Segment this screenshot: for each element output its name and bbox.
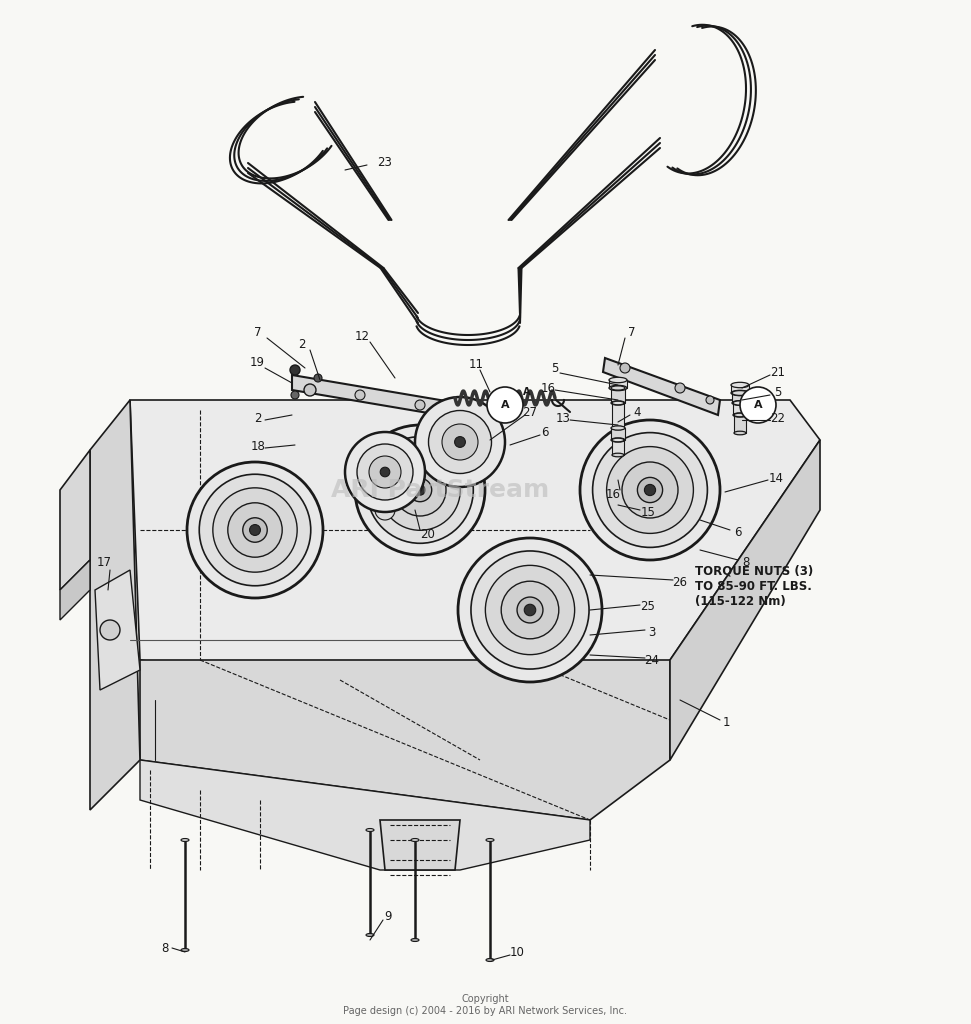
Text: 1: 1 xyxy=(722,716,730,728)
Text: 16: 16 xyxy=(606,488,620,502)
Circle shape xyxy=(675,383,685,393)
Circle shape xyxy=(415,400,425,410)
Text: 4: 4 xyxy=(633,407,641,420)
Circle shape xyxy=(243,518,267,543)
Ellipse shape xyxy=(181,948,189,951)
Circle shape xyxy=(394,464,446,516)
Text: Copyright
Page design (c) 2004 - 2016 by ARI Network Services, Inc.: Copyright Page design (c) 2004 - 2016 by… xyxy=(343,994,627,1016)
Ellipse shape xyxy=(611,401,625,406)
Text: 2: 2 xyxy=(254,412,262,425)
Ellipse shape xyxy=(366,828,374,831)
Polygon shape xyxy=(140,660,670,820)
Circle shape xyxy=(355,390,365,400)
Circle shape xyxy=(637,477,662,503)
Circle shape xyxy=(454,436,465,447)
Polygon shape xyxy=(130,400,820,720)
Ellipse shape xyxy=(611,426,625,430)
Circle shape xyxy=(706,396,714,404)
Polygon shape xyxy=(670,440,820,760)
Text: 2: 2 xyxy=(298,339,306,351)
Text: 23: 23 xyxy=(377,156,392,169)
Circle shape xyxy=(345,432,425,512)
Ellipse shape xyxy=(733,413,747,417)
Circle shape xyxy=(487,387,523,423)
Circle shape xyxy=(740,387,776,423)
Text: A: A xyxy=(523,387,531,397)
Polygon shape xyxy=(292,375,440,415)
Text: 5: 5 xyxy=(552,361,558,375)
Circle shape xyxy=(607,446,693,534)
Polygon shape xyxy=(731,385,749,393)
Text: 15: 15 xyxy=(641,506,655,518)
Circle shape xyxy=(622,462,678,518)
Text: TORQUE NUTS (3)
TO 85-90 FT. LBS.
(115-122 Nm): TORQUE NUTS (3) TO 85-90 FT. LBS. (115-1… xyxy=(695,565,814,608)
Ellipse shape xyxy=(609,377,627,383)
Circle shape xyxy=(428,411,491,473)
Polygon shape xyxy=(380,820,460,870)
Ellipse shape xyxy=(612,438,624,441)
Circle shape xyxy=(592,432,708,548)
Ellipse shape xyxy=(486,839,494,842)
Polygon shape xyxy=(140,760,590,870)
Circle shape xyxy=(213,487,297,572)
Text: 10: 10 xyxy=(510,946,524,959)
Text: 16: 16 xyxy=(541,382,555,394)
Circle shape xyxy=(291,391,299,399)
Text: 6: 6 xyxy=(734,525,742,539)
Circle shape xyxy=(357,444,413,500)
Ellipse shape xyxy=(734,414,746,417)
Text: 13: 13 xyxy=(555,412,570,425)
Circle shape xyxy=(100,620,120,640)
Text: 26: 26 xyxy=(673,575,687,589)
Text: A: A xyxy=(501,400,510,410)
Text: 21: 21 xyxy=(771,366,786,379)
Ellipse shape xyxy=(612,401,624,404)
Ellipse shape xyxy=(366,934,374,937)
Circle shape xyxy=(524,604,536,615)
Ellipse shape xyxy=(611,386,625,390)
Ellipse shape xyxy=(731,382,749,388)
Ellipse shape xyxy=(732,390,748,395)
Ellipse shape xyxy=(612,454,624,457)
Ellipse shape xyxy=(734,431,746,435)
Circle shape xyxy=(458,538,602,682)
Circle shape xyxy=(645,484,655,496)
Text: ARI PartStream: ARI PartStream xyxy=(331,478,550,502)
Ellipse shape xyxy=(611,438,625,442)
Polygon shape xyxy=(60,560,90,620)
Circle shape xyxy=(199,474,311,586)
Polygon shape xyxy=(612,403,624,428)
Text: 24: 24 xyxy=(645,653,659,667)
Circle shape xyxy=(314,374,322,382)
Circle shape xyxy=(250,524,260,536)
Text: 7: 7 xyxy=(628,326,636,339)
Circle shape xyxy=(187,462,323,598)
Text: 27: 27 xyxy=(522,407,538,420)
Text: 5: 5 xyxy=(774,386,782,399)
Text: 18: 18 xyxy=(251,439,265,453)
Polygon shape xyxy=(732,393,748,403)
Text: 9: 9 xyxy=(385,909,391,923)
Circle shape xyxy=(486,565,575,654)
Circle shape xyxy=(471,551,589,669)
Polygon shape xyxy=(95,570,140,690)
Polygon shape xyxy=(609,380,627,388)
Ellipse shape xyxy=(732,400,748,406)
Polygon shape xyxy=(611,388,625,403)
Text: 6: 6 xyxy=(541,426,549,438)
Ellipse shape xyxy=(181,839,189,842)
Text: 14: 14 xyxy=(768,471,784,484)
Circle shape xyxy=(380,450,460,530)
Circle shape xyxy=(369,456,401,488)
Circle shape xyxy=(415,397,505,487)
Text: 8: 8 xyxy=(161,941,169,954)
Polygon shape xyxy=(733,403,747,415)
Polygon shape xyxy=(603,358,720,415)
Text: 7: 7 xyxy=(254,326,262,339)
Circle shape xyxy=(442,424,478,460)
Polygon shape xyxy=(611,428,625,440)
Text: 19: 19 xyxy=(250,356,264,370)
Ellipse shape xyxy=(411,939,419,941)
Circle shape xyxy=(367,436,473,544)
Ellipse shape xyxy=(486,958,494,962)
